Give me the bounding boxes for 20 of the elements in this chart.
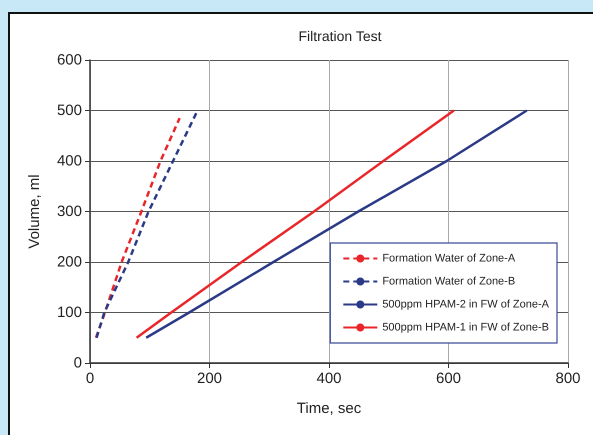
x-axis-title: Time, sec [296,400,362,417]
x-tick-label: 0 [86,370,94,387]
y-tick-label: 400 [56,152,82,170]
x-tick-label: 800 [555,370,581,387]
line-series [94,116,181,339]
x-tick-label: 400 [316,370,342,387]
x-tick-label: 200 [196,370,222,387]
legend-label: 500ppm HPAM-1 in FW of Zone-B [382,322,549,334]
y-tick-label: 200 [56,254,82,270]
legend-label: 500ppm HPAM-2 in FW of Zone-A [382,298,550,310]
legend-label: Formation Water of Zone-A [382,252,516,264]
y-tick-label: 300 [56,203,82,220]
legend-label: Formation Water of Zone-B [382,276,516,288]
y-tick-label: 500 [56,102,82,119]
y-axis-title: Volume, ml [26,174,43,249]
y-tick-label: 0 [74,354,82,372]
y-tick-label: 100 [56,304,82,321]
x-tick-label: 600 [436,370,462,387]
y-tick-label: 600 [56,52,82,68]
chart-title: Filtration Test [298,28,382,44]
